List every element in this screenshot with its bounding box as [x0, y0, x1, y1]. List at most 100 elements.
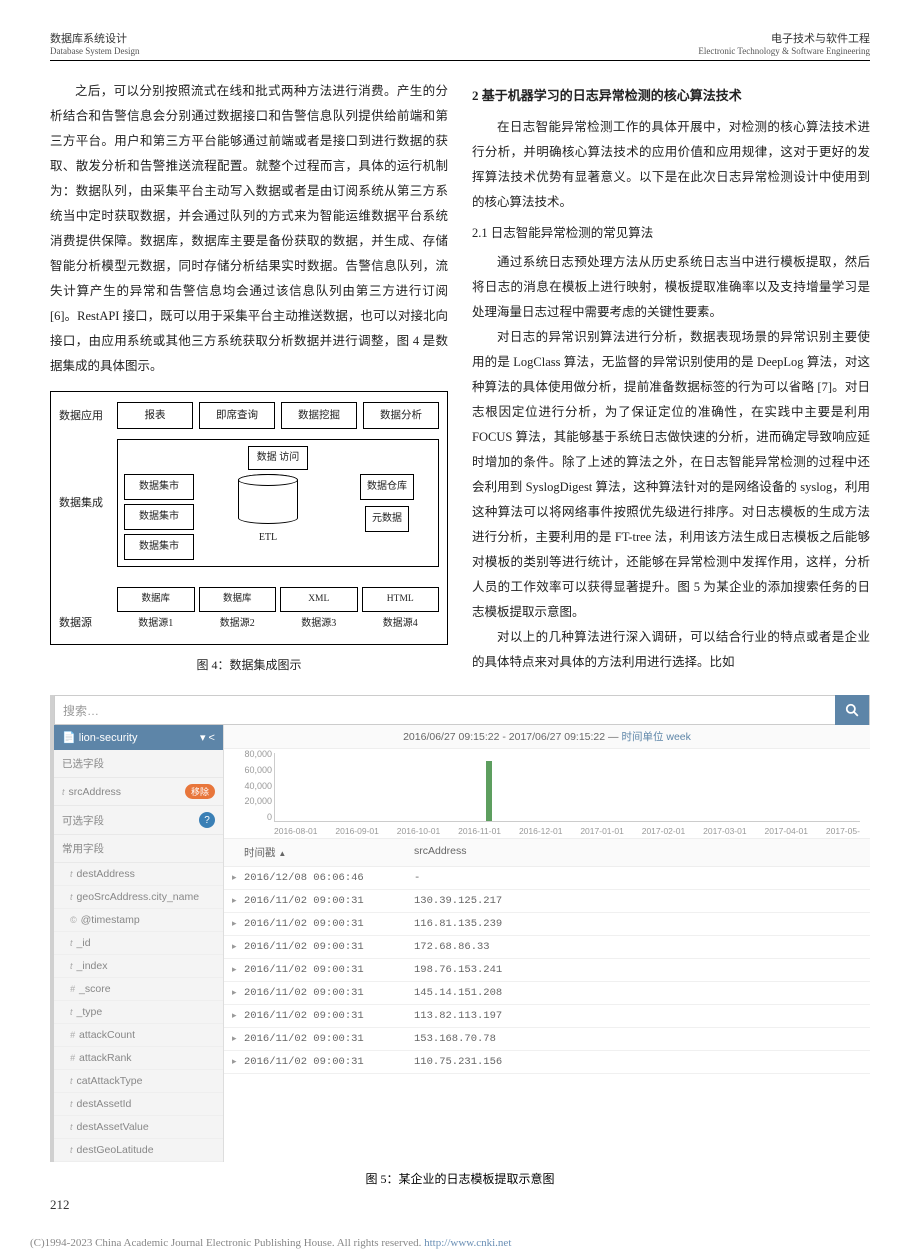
time-range-text: 2016/06/27 09:15:22 - 2017/06/27 09:15:2… [403, 731, 621, 743]
field-item[interactable]: tdestAssetValue [54, 1116, 223, 1139]
selected-field-name: srcAddress [69, 786, 122, 798]
fig4-integration-label: 数据集成 [59, 492, 117, 514]
field-item[interactable]: ©@timestamp [54, 909, 223, 932]
fig4-mart-1: 数据集市 [124, 474, 194, 500]
figure-5: 搜索… 📄 lion-security ▾ < 已选字段 tsrcAddress… [50, 695, 870, 1162]
selected-fields-label: 已选字段 [62, 756, 104, 771]
header-right-cn: 电子技术与软件工程 [698, 30, 870, 46]
expand-icon[interactable]: ▸ [232, 988, 244, 998]
fig4-source-label: 数据源 [59, 612, 117, 634]
search-icon[interactable] [835, 695, 869, 725]
fig4-app-label: 数据应用 [59, 405, 117, 427]
xaxis-tick: 2016-12-01 [519, 826, 562, 836]
remove-badge[interactable]: 移除 [185, 784, 215, 799]
cell-srcaddress: 113.82.113.197 [414, 1010, 860, 1022]
section-2-1-heading: 2.1 日志智能异常检测的常见算法 [472, 221, 870, 246]
expand-icon[interactable]: ▸ [232, 873, 244, 883]
expand-icon[interactable]: ▸ [232, 919, 244, 929]
cell-timestamp: 2016/11/02 09:00:31 [244, 1033, 414, 1045]
field-item[interactable]: t_type [54, 1001, 223, 1024]
expand-icon[interactable]: ▸ [232, 1057, 244, 1067]
time-range-bar: 2016/06/27 09:15:22 - 2017/06/27 09:15:2… [224, 725, 870, 749]
cell-timestamp: 2016/11/02 09:00:31 [244, 895, 414, 907]
cell-srcaddress: - [414, 872, 860, 884]
optional-fields-section: 可选字段 ? [54, 806, 223, 835]
field-item[interactable]: #attackRank [54, 1047, 223, 1070]
yaxis-tick: 0 [232, 812, 272, 822]
sidebar-title: lion-security [79, 732, 138, 744]
header-right-en: Electronic Technology & Software Enginee… [698, 46, 870, 56]
table-row[interactable]: ▸2016/11/02 09:00:31113.82.113.197 [224, 1005, 870, 1028]
cell-timestamp: 2016/11/02 09:00:31 [244, 941, 414, 953]
field-item[interactable]: tcatAttackType [54, 1070, 223, 1093]
copyright-footer: (C)1994-2023 China Academic Journal Elec… [0, 1233, 920, 1253]
field-item[interactable]: t_index [54, 955, 223, 978]
table-row[interactable]: ▸2016/11/02 09:00:31198.76.153.241 [224, 959, 870, 982]
yaxis-tick: 60,000 [232, 765, 272, 775]
fig4-srcnum-3: 数据源3 [301, 614, 336, 634]
field-item[interactable]: tdestAddress [54, 863, 223, 886]
table-header: 时间戳 ▲ srcAddress [224, 839, 870, 867]
search-input[interactable]: 搜索… [55, 698, 835, 723]
yaxis-tick: 40,000 [232, 781, 272, 791]
header-left-cn: 数据库系统设计 [50, 30, 139, 46]
figure-4: 数据应用 报表 即席查询 数据挖掘 数据分析 数据集成 数据 访问 [50, 391, 448, 645]
fig4-mart-3: 数据集市 [124, 534, 194, 560]
expand-icon[interactable]: ▸ [232, 1034, 244, 1044]
xaxis-tick: 2016-09-01 [335, 826, 378, 836]
cell-timestamp: 2016/11/02 09:00:31 [244, 1056, 414, 1068]
field-item[interactable]: tdestAssetId [54, 1093, 223, 1116]
fig4-box-report: 报表 [117, 402, 193, 429]
field-item[interactable]: #_score [54, 978, 223, 1001]
expand-icon[interactable]: ▸ [232, 1011, 244, 1021]
fig4-meta-box: 元数据 [365, 506, 409, 532]
selected-field-row[interactable]: tsrcAddress 移除 [54, 778, 223, 806]
chevron-down-icon: ▾ < [200, 731, 215, 744]
expand-icon[interactable]: ▸ [232, 896, 244, 906]
page-number: 212 [50, 1197, 870, 1213]
fig4-src-2: 数据库 [199, 587, 277, 612]
common-fields-section: 常用字段 [54, 835, 223, 863]
fig4-box-analysis: 数据分析 [363, 402, 439, 429]
cell-timestamp: 2016/11/02 09:00:31 [244, 1010, 414, 1022]
cell-timestamp: 2016/11/02 09:00:31 [244, 987, 414, 999]
time-unit-link[interactable]: 时间单位 week [621, 731, 690, 743]
expand-icon[interactable]: ▸ [232, 942, 244, 952]
table-row[interactable]: ▸2016/11/02 09:00:31153.168.70.78 [224, 1028, 870, 1051]
xaxis-tick: 2016-11-01 [458, 826, 501, 836]
figure-4-caption: 图 4：数据集成图示 [50, 653, 448, 677]
help-badge[interactable]: ? [199, 812, 215, 828]
table-row[interactable]: ▸2016/11/02 09:00:31145.14.151.208 [224, 982, 870, 1005]
table-row[interactable]: ▸2016/11/02 09:00:31172.68.86.33 [224, 936, 870, 959]
xaxis-tick: 2017-05- [826, 826, 860, 836]
fig4-cylinder-icon [238, 474, 298, 524]
figure-5-caption: 图 5：某企业的日志模板提取示意图 [50, 1170, 870, 1187]
table-row[interactable]: ▸2016/11/02 09:00:31116.81.135.239 [224, 913, 870, 936]
section-2-heading: 2 基于机器学习的日志异常检测的核心算法技术 [472, 83, 870, 109]
field-item[interactable]: tdestGeoLatitude [54, 1139, 223, 1162]
fig4-srcnum-2: 数据源2 [220, 614, 255, 634]
footer-link[interactable]: http://www.cnki.net [424, 1237, 511, 1249]
right-p1: 在日志智能异常检测工作的具体开展中，对检测的核心算法技术进行分析，并明确核心算法… [472, 115, 870, 215]
table-row[interactable]: ▸2016/11/02 09:00:31110.75.231.156 [224, 1051, 870, 1074]
fig4-etl-label: ETL [259, 528, 277, 548]
table-row[interactable]: ▸2016/11/02 09:00:31130.39.125.217 [224, 890, 870, 913]
fig4-src-3: XML [280, 587, 358, 612]
right-p2: 通过系统日志预处理方法从历史系统日志当中进行模板提取，然后将日志的消息在模板上进… [472, 250, 870, 325]
sidebar-header[interactable]: 📄 lion-security ▾ < [54, 725, 223, 750]
field-item[interactable]: t_id [54, 932, 223, 955]
expand-icon[interactable]: ▸ [232, 965, 244, 975]
optional-fields-label: 可选字段 [62, 813, 104, 828]
selected-fields-section: 已选字段 [54, 750, 223, 778]
fig4-access-box: 数据 访问 [248, 446, 309, 470]
fig4-mart-2: 数据集市 [124, 504, 194, 530]
th-timestamp: 时间戳 [244, 847, 276, 859]
table-row[interactable]: ▸2016/12/08 06:06:46- [224, 867, 870, 890]
xaxis-tick: 2017-04-01 [765, 826, 808, 836]
field-item[interactable]: #attackCount [54, 1024, 223, 1047]
xaxis-tick: 2017-01-01 [580, 826, 623, 836]
cell-srcaddress: 116.81.135.239 [414, 918, 860, 930]
xaxis-tick: 2017-03-01 [703, 826, 746, 836]
yaxis-tick: 20,000 [232, 796, 272, 806]
field-item[interactable]: tgeoSrcAddress.city_name [54, 886, 223, 909]
